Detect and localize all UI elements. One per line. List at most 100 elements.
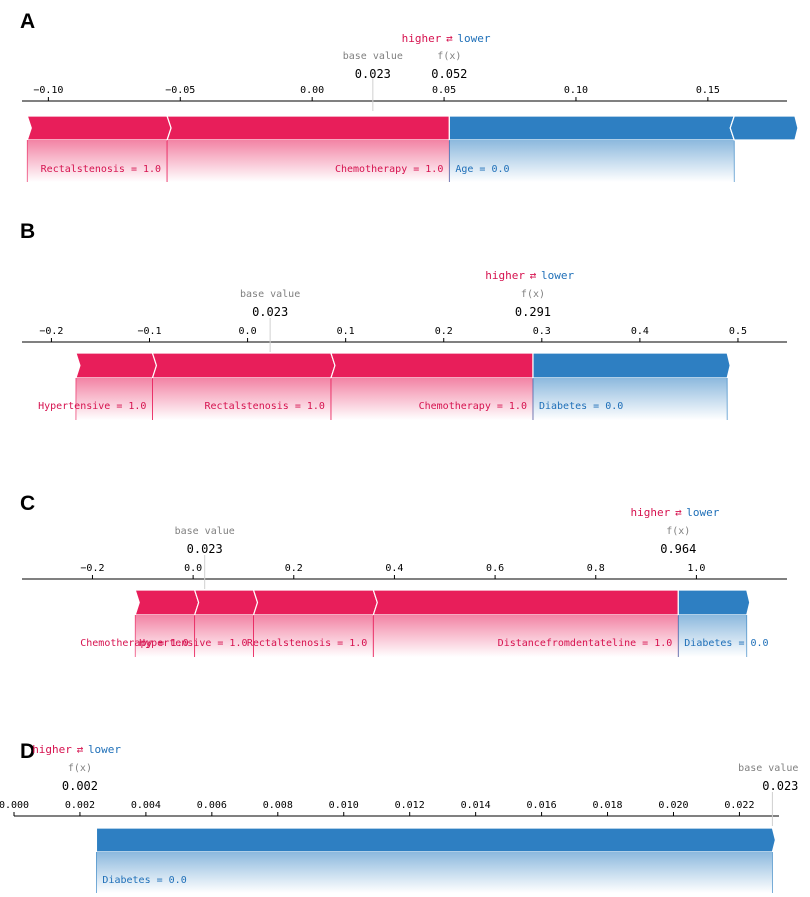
force-panel-c: C −0.2 0.0 0.2 0.4 0.6 0.8 1.0 base value 0.023 f(… xyxy=(20,492,787,657)
fx-number: 0.291 xyxy=(515,305,551,319)
force-panel-d: D 0.000 0.002 0.004 0.006 0.008 0.010 0.012 0.01… xyxy=(0,740,798,893)
feature-shade xyxy=(253,615,374,657)
force-bar-higher xyxy=(372,589,679,616)
x-tick-label: 0.012 xyxy=(395,800,425,811)
legend-higher: higher xyxy=(402,32,442,45)
feature-label: Hypertensive = 1.0 xyxy=(38,401,146,412)
base-value-label: base value xyxy=(738,763,798,774)
force-bar-lower xyxy=(677,589,751,616)
force-bar-lower xyxy=(95,827,777,853)
x-tick-label: 0.018 xyxy=(592,800,622,811)
x-tick-label: −0.2 xyxy=(80,563,104,574)
x-tick-label: 0.0 xyxy=(239,326,257,337)
feature-shade xyxy=(135,615,195,657)
panel-label: A xyxy=(20,10,35,33)
force-bar-higher xyxy=(252,589,378,616)
x-tick-label: 0.000 xyxy=(0,800,29,811)
x-tick-label: 0.008 xyxy=(263,800,293,811)
fx-label: f(x) xyxy=(521,289,545,300)
legend-arrow-icon: ⇄ xyxy=(530,269,537,282)
force-bar-higher xyxy=(75,352,158,379)
feature-label: Diabetes = 0.0 xyxy=(539,401,623,412)
legend-higher: higher xyxy=(485,269,525,282)
x-tick-label: 0.4 xyxy=(385,563,403,574)
x-tick-label: 0.010 xyxy=(329,800,359,811)
x-tick-label: 1.0 xyxy=(687,563,705,574)
x-tick-label: 0.002 xyxy=(65,800,95,811)
x-tick-label: 0.15 xyxy=(696,85,720,96)
feature-label: Rectalstenosis = 1.0 xyxy=(41,164,161,175)
x-tick-label: 0.6 xyxy=(486,563,504,574)
feature-label: Hypertensive = 1.0 xyxy=(139,638,247,649)
force-panel-a: A −0.10 −0.05 0.00 0.05 0.10 0.15 base value 0.0… xyxy=(20,10,799,182)
x-tick-label: 0.020 xyxy=(658,800,688,811)
feature-shade xyxy=(96,852,773,893)
feature-label: Diabetes = 0.0 xyxy=(684,638,768,649)
fx-label: f(x) xyxy=(666,526,690,537)
feature-label: Age = 0.0 xyxy=(455,164,509,175)
fx-number: 0.052 xyxy=(431,67,467,81)
force-panel-b: B −0.2 −0.1 0.0 0.1 0.2 0.3 0.4 0.5 base value 0.0… xyxy=(20,220,787,420)
higher-lower-legend: higher ⇄ lower xyxy=(32,743,121,756)
x-tick-label: 0.014 xyxy=(461,800,491,811)
x-tick-label: 0.006 xyxy=(197,800,227,811)
feature-shade xyxy=(449,140,735,182)
feature-shade xyxy=(152,378,331,420)
x-tick-label: 0.0 xyxy=(184,563,202,574)
legend-lower: lower xyxy=(457,32,490,45)
force-bar-higher xyxy=(193,589,259,616)
x-tick-label: 0.2 xyxy=(435,326,453,337)
feature-label: Rectalstenosis = 1.0 xyxy=(247,638,367,649)
base-value-label: base value xyxy=(343,51,403,62)
feature-shade xyxy=(330,378,533,420)
base-value-label: base value xyxy=(240,289,300,300)
legend-lower: lower xyxy=(686,506,719,519)
higher-lower-legend: higher ⇄ lower xyxy=(485,269,574,282)
force-bar-lower xyxy=(448,115,736,141)
x-tick-label: −0.1 xyxy=(137,326,161,337)
force-bar-higher xyxy=(26,115,172,141)
force-bar-higher xyxy=(151,352,336,379)
x-tick-label: 0.4 xyxy=(631,326,649,337)
feature-shade xyxy=(167,140,450,182)
x-tick-label: −0.10 xyxy=(33,85,63,96)
x-tick-label: 0.022 xyxy=(724,800,754,811)
feature-label: Rectalstenosis = 1.0 xyxy=(205,401,325,412)
x-tick-label: 0.8 xyxy=(587,563,605,574)
feature-shade xyxy=(27,140,168,182)
fx-number: 0.964 xyxy=(660,542,696,556)
x-tick-label: 0.2 xyxy=(285,563,303,574)
panel-label: D xyxy=(20,740,35,763)
feature-shade xyxy=(194,615,254,657)
x-tick-label: −0.2 xyxy=(39,326,63,337)
fx-label: f(x) xyxy=(437,51,461,62)
feature-label: Chemotherapy = 1.0 xyxy=(80,638,188,649)
legend-arrow-icon: ⇄ xyxy=(446,32,453,45)
feature-label: Diabetes = 0.0 xyxy=(102,875,186,886)
legend-lower: lower xyxy=(88,743,121,756)
feature-shade xyxy=(532,378,728,420)
x-tick-label: −0.05 xyxy=(165,85,195,96)
panel-label: C xyxy=(20,492,35,515)
feature-label: Chemotherapy = 1.0 xyxy=(335,164,443,175)
force-bar-higher xyxy=(166,115,450,141)
legend-higher: higher xyxy=(32,743,72,756)
base-value-label: base value xyxy=(175,526,235,537)
x-tick-label: 0.3 xyxy=(533,326,551,337)
base-value-number: 0.023 xyxy=(762,779,798,793)
feature-shade xyxy=(75,378,153,420)
higher-lower-legend: higher ⇄ lower xyxy=(402,32,491,45)
feature-label: Chemotherapy = 1.0 xyxy=(419,401,527,412)
force-bar-higher xyxy=(134,589,200,616)
force-bar-higher xyxy=(330,352,534,379)
x-tick-label: 0.016 xyxy=(527,800,557,811)
force-bar-lower xyxy=(729,115,799,141)
legend-higher: higher xyxy=(631,506,671,519)
feature-label: Distancefromdentateline = 1.0 xyxy=(498,638,673,649)
legend-arrow-icon: ⇄ xyxy=(675,506,682,519)
feature-shade xyxy=(373,615,679,657)
x-tick-label: 0.004 xyxy=(131,800,161,811)
fx-number: 0.002 xyxy=(62,779,98,793)
legend-lower: lower xyxy=(541,269,574,282)
fx-label: f(x) xyxy=(68,763,92,774)
